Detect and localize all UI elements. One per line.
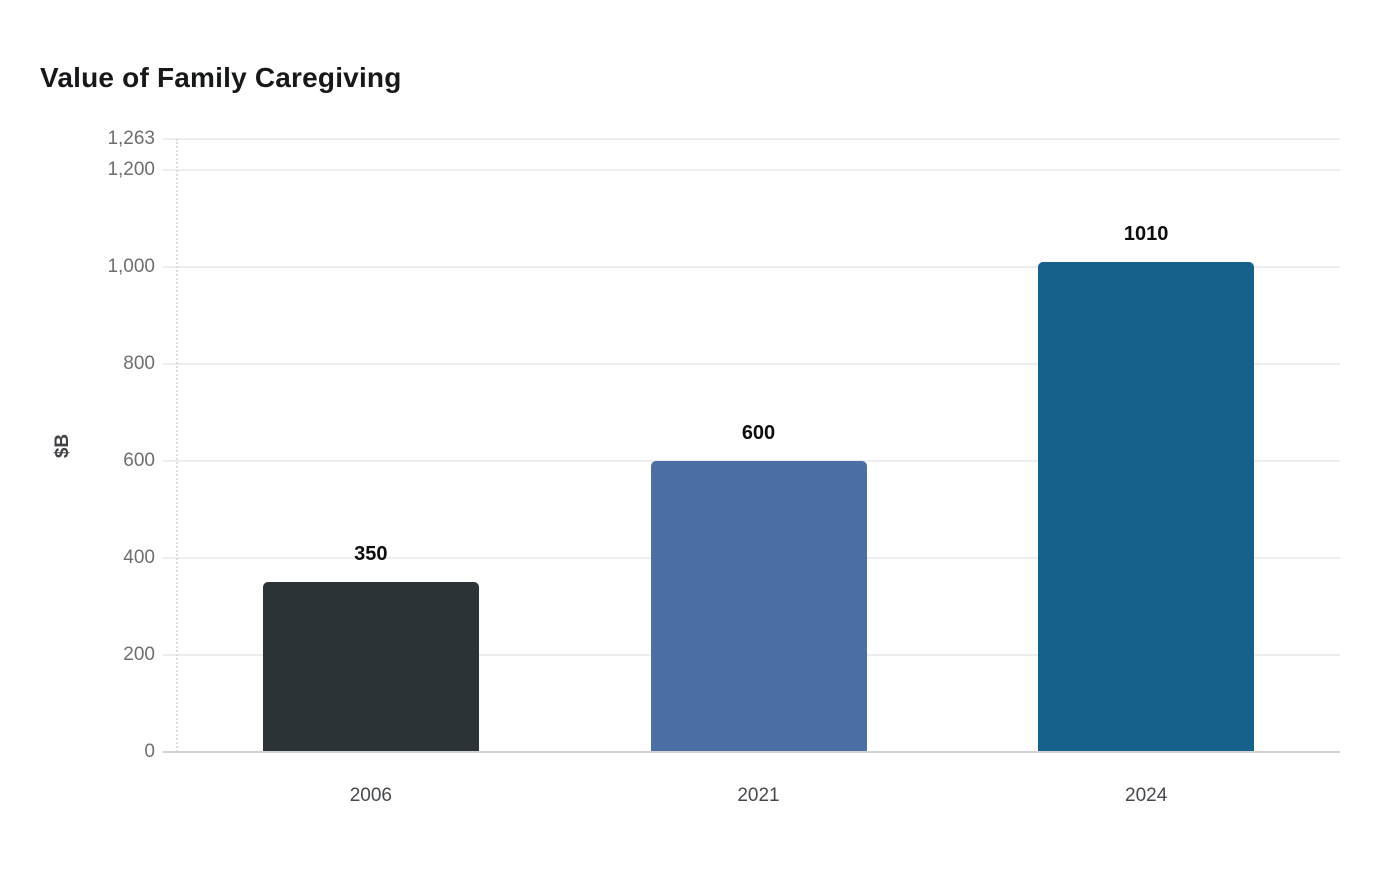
bar-2021 bbox=[650, 460, 867, 752]
y-tick-label: 800 bbox=[123, 352, 155, 374]
bar-2006 bbox=[262, 582, 479, 752]
bar-value-label: 1010 bbox=[1123, 222, 1169, 245]
y-tick-label: 400 bbox=[123, 546, 155, 568]
x-tick-label: 2006 bbox=[349, 785, 392, 806]
bar-value-label: 600 bbox=[741, 421, 776, 444]
y-tick-label: 200 bbox=[123, 643, 155, 665]
x-tick-label: 2021 bbox=[737, 785, 780, 806]
bar-2024 bbox=[1038, 261, 1255, 752]
y-axis-label: $B bbox=[52, 433, 73, 459]
y-tick-label: 600 bbox=[123, 449, 155, 471]
chart-title: Value of Family Caregiving bbox=[40, 62, 402, 93]
gridline bbox=[163, 138, 1340, 140]
y-tick-label: 1,263 bbox=[107, 128, 155, 149]
gridline bbox=[163, 168, 1340, 171]
gridline bbox=[163, 265, 1340, 268]
y-tick-label: 1,000 bbox=[107, 255, 155, 277]
x-axis-line bbox=[163, 751, 1340, 753]
gridline bbox=[163, 362, 1340, 365]
y-tick-label: 0 bbox=[144, 741, 155, 762]
bar-value-label: 350 bbox=[354, 543, 388, 566]
y-axis-line bbox=[176, 139, 178, 752]
y-tick-label: 1,200 bbox=[107, 158, 155, 180]
x-tick-label: 2024 bbox=[1125, 785, 1168, 806]
